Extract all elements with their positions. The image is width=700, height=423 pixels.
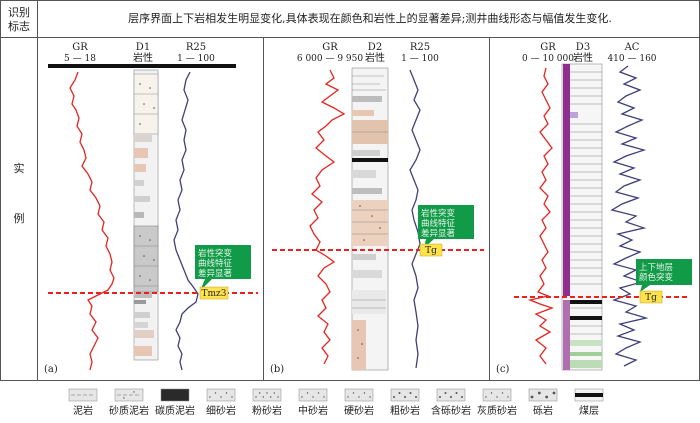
panel-c-left-curve-range: 0 — 10 000 [522,54,574,64]
legend-label-medium-sandstone: 中砂岩 [298,404,328,417]
panel-b-boundary-tag-label: Tg [425,246,437,256]
legend-swatch-fine-sandstone [206,388,236,402]
panel-a-boundary-tag-label: Tmz3 [201,289,226,299]
legend-swatch-carbonaceous-mudstone [160,388,190,402]
panel-c-well-name: D3 [576,42,590,53]
panel-c-callout-pointer [640,285,650,292]
legend-item-coal-seam: 煤层 [574,388,604,417]
panel-c-right-curve-name: AC [624,42,640,53]
panel-a-top-bar [48,64,236,68]
header-description: 层序界面上下岩相发生明显变化,具体表现在颜色和岩性上的显著差异;测井曲线形态与幅… [128,11,612,25]
panel-c: GR 0 — 10 000 D3 岩性 AC 410 — 160 [496,42,692,375]
panel-c-left-curve-name: GR [540,42,556,53]
panel-c-ac-curve [610,65,649,367]
panel-b-lithology-column [351,67,389,371]
panel-a-left-curve-range: 5 — 18 [64,54,96,64]
legend-item-siltstone: 粉砂岩 [252,388,282,417]
legend-label-fine-sandstone: 细砂岩 [206,404,236,417]
legend-item-conglomerate: 砾岩 [528,388,558,417]
panel-a-boundary-tag [199,286,229,300]
legend-swatch-coarse-sandstone [390,388,420,402]
panel-a-r25-curve [173,71,199,371]
legend-item-calcareous-sandstone: 灰质砂岩 [477,388,517,417]
side-label-char-1: 实 [14,161,25,175]
legend-item-mudstone: 泥岩 [68,388,98,417]
panel-a: GR 5 — 18 D1 岩性 R25 1 — 100 [44,42,258,375]
legend-label-mudstone: 泥岩 [73,404,93,417]
panel-a-right-curve-name: R25 [186,42,206,53]
panel-c-callout-box [636,259,692,285]
panel-a-tag: (a) [44,364,58,375]
legend-item-pebbly-sandstone: 含砾砂岩 [431,388,471,417]
panel-b-left-curve-name: GR [322,42,338,53]
panel-b-right-curve-name: R25 [410,42,430,53]
panel-b-callout-line-2: 曲线特征 [421,218,456,229]
legend-swatch-calcareous-sandstone [482,388,512,402]
legend-item-sandy-mudstone: 砂质泥岩 [109,388,149,417]
legend-item-carbonaceous-mudstone: 碳质泥岩 [155,388,195,417]
panel-a-right-curve-range: 1 — 100 [177,54,215,64]
panel-a-well-name: D1 [136,42,150,53]
panel-a-callout-box [195,245,251,279]
panel-b-gr-curve [309,69,346,365]
header-label-line-2: 标志 [8,19,30,33]
panel-b-callout-line-1: 岩性突变 [421,208,456,219]
panel-b-right-curve-range: 1 — 100 [401,54,439,64]
legend-label-greywacke: 硬砂岩 [344,404,374,417]
legend-label-conglomerate: 砾岩 [533,404,553,417]
panel-b-boundary-tag [419,243,443,257]
legend-label-calcareous-sandstone: 灰质砂岩 [477,404,517,417]
legend-swatch-medium-sandstone [298,388,328,402]
panel-b-callout-line-3: 差异显著 [421,228,456,239]
legend-label-coarse-sandstone: 粗砂岩 [390,404,420,417]
panel-c-boundary-tag [639,290,663,304]
panel-c-gr-curve [527,67,554,365]
legend-label-siltstone: 粉砂岩 [252,404,282,417]
panel-a-left-curve-name: GR [72,42,88,53]
legend-item-medium-sandstone: 中砂岩 [298,388,328,417]
panel-a-gr-curve [69,71,115,371]
panel-c-callout-line-2: 颜色突变 [639,272,674,283]
legend-item-fine-sandstone: 细砂岩 [206,388,236,417]
legend-label-pebbly-sandstone: 含砾砂岩 [431,404,471,417]
legend-swatch-siltstone [252,388,282,402]
legend-swatch-pebbly-sandstone [436,388,466,402]
legend-swatch-conglomerate [528,388,558,402]
panel-b-well-name: D2 [368,42,382,53]
panel-c-right-curve-range: 410 — 160 [607,54,656,64]
panel-a-callout-line-3: 差异显著 [198,268,233,279]
legend: 泥岩 砂质泥岩 碳质泥岩 细砂岩 粉砂岩 中砂岩 硬砂岩 粗砂岩 含砾砂岩 灰质砂岩 砾岩 煤层 [68,388,604,417]
panel-b: GR 6 000 — 9 950 D2 岩性 R25 1 — 100 [270,42,484,375]
legend-label-sandy-mudstone: 砂质泥岩 [109,404,149,417]
panel-b-lith-label: 岩性 [365,51,385,64]
panel-b-r25-curve [409,69,421,369]
legend-label-coal-seam: 煤层 [579,404,599,417]
legend-swatch-greywacke [344,388,374,402]
panel-a-lith-label: 岩性 [133,51,153,64]
panel-c-tag: (c) [496,364,510,375]
panel-c-lith-label: 岩性 [573,51,593,64]
legend-label-carbonaceous-mudstone: 碳质泥岩 [155,404,195,417]
panel-a-callout-line-1: 岩性突变 [198,248,233,259]
legend-item-greywacke: 硬砂岩 [344,388,374,417]
panel-a-lithology-column [133,69,159,361]
panel-b-callout-box [418,205,474,239]
panel-c-boundary-tag-label: Tg [645,293,657,303]
panel-c-lithology-column [561,63,603,371]
panel-a-callout-line-2: 曲线特征 [198,258,233,269]
header-label-line-1: 识别 [8,6,30,19]
legend-item-coarse-sandstone: 粗砂岩 [390,388,420,417]
panel-c-callout-line-1: 上下地层 [639,262,673,273]
side-label-char-2: 例 [14,211,25,225]
panel-b-tag: (b) [270,364,284,375]
panel-b-left-curve-range: 6 000 — 9 950 [297,54,364,64]
